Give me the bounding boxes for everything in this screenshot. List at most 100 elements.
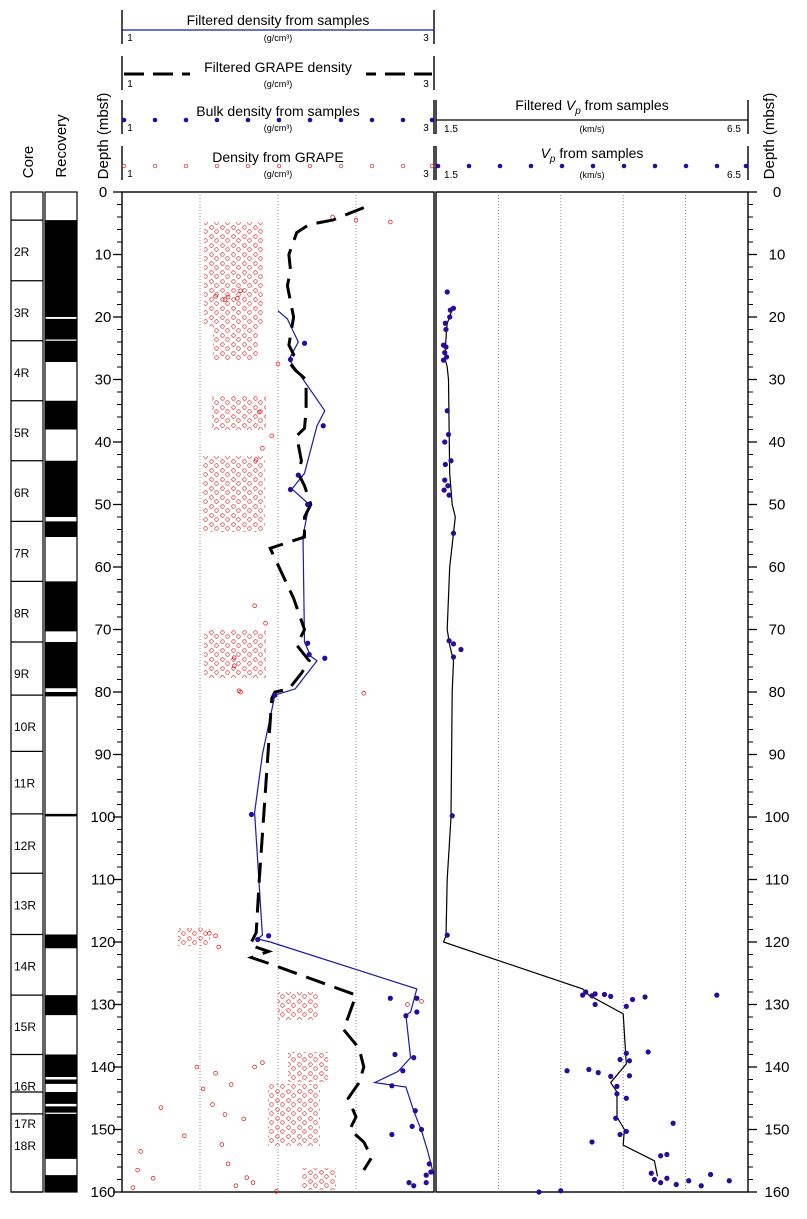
vp-sample-point — [447, 314, 453, 320]
depth-tick-label-right: 100 — [764, 809, 789, 826]
depth-tick-label-left: 70 — [95, 622, 112, 639]
vp-sample-point — [440, 357, 447, 363]
vp-sample-point — [648, 1170, 654, 1176]
vp-sample-point — [446, 492, 452, 498]
vp-sample-point — [445, 483, 451, 489]
depth-tick-label-right: 110 — [765, 872, 789, 889]
depth-axis-title-right: Depth (mbsf) — [761, 93, 778, 180]
density-sample-point — [320, 423, 326, 429]
core-label-3r: 3R — [14, 306, 30, 320]
density-sample-point — [255, 936, 261, 943]
vp-sample-point — [673, 1181, 679, 1188]
density-grape-point — [236, 688, 242, 693]
recovery-bar — [45, 521, 77, 537]
depth-tick-label-right: 90 — [769, 747, 786, 764]
density-grape-point — [330, 214, 335, 220]
depth-tick-label-left: 30 — [95, 372, 112, 389]
density-grape-point — [241, 1116, 246, 1122]
depth-tick-label-left: 90 — [95, 747, 112, 764]
recovery-bar — [45, 1054, 77, 1077]
depth-tick-label-left: 10 — [95, 247, 112, 264]
vp-sample-point — [442, 350, 448, 356]
depth-tick-label-left: 160 — [90, 1184, 115, 1201]
density-sample-point — [322, 655, 328, 661]
density-sample-point — [306, 651, 312, 658]
vp-sample-point — [442, 477, 448, 483]
vp-sample-point — [446, 638, 452, 644]
density-grape-point — [238, 288, 243, 294]
legend-filtered-vp-min: 1.5 — [444, 124, 458, 135]
core-label-13r: 13R — [14, 898, 36, 912]
core-column-frame — [10, 191, 44, 1193]
depth-tick-label-right: 80 — [769, 684, 786, 701]
density-sample-point — [428, 1169, 434, 1175]
depth-tick-label-left: 150 — [90, 1122, 115, 1139]
vp-sample-point — [564, 1068, 570, 1074]
legend-bulk-density-dots — [121, 117, 435, 123]
density-grape-point — [252, 1064, 257, 1070]
recovery-bar — [45, 318, 77, 340]
density-grape-point — [405, 1002, 410, 1007]
vp-sample-point — [664, 1175, 670, 1181]
vp-sample-point — [536, 1189, 542, 1195]
density-grape-point — [194, 1064, 200, 1070]
density-sample-point — [305, 501, 311, 508]
density-sample-point — [409, 1123, 415, 1129]
vp-sample-point — [726, 1178, 732, 1184]
density-sample-point — [392, 1051, 398, 1058]
depth-tick-label-left: 60 — [95, 559, 112, 576]
legend-vp-max: 6.5 — [727, 170, 741, 181]
recovery-bar — [45, 1175, 77, 1192]
vp-sample-point — [707, 1171, 714, 1178]
core-label-2r: 2R — [14, 245, 30, 259]
density-sample-point — [305, 640, 311, 646]
core-label-8r: 8R — [14, 606, 30, 620]
core-label-16r: 16R — [14, 1080, 36, 1094]
density-sample-point — [426, 1161, 432, 1167]
density-sample-point — [423, 1180, 429, 1186]
legend-filtered-density: Filtered density from samples (g/cm³) 1 … — [121, 10, 435, 44]
core-label-5r: 5R — [14, 426, 30, 440]
density-grape-point — [263, 620, 268, 626]
density-grape-point — [252, 603, 257, 608]
density-grape-point — [269, 433, 275, 439]
vp-sample-point — [442, 320, 448, 326]
density-sample-point — [418, 1126, 425, 1133]
vp-sample-point — [443, 326, 449, 333]
vp-sample-point — [450, 654, 457, 660]
density-sample-point — [411, 1183, 417, 1189]
vp-sample-point — [617, 1056, 623, 1063]
recovery-bar — [45, 581, 77, 632]
density-sample-point — [287, 356, 294, 363]
density-grape-point — [158, 1105, 164, 1110]
legend-bulk-density-max: 3 — [423, 123, 429, 134]
vp-sample-point — [642, 994, 648, 1000]
legend-filtered-density-unit: (g/cm³) — [264, 33, 293, 43]
density-grape-point — [222, 1112, 228, 1117]
density-grape-point — [235, 296, 240, 301]
vp-sample-point — [658, 1180, 664, 1186]
vp-sample-point — [445, 431, 452, 438]
depth-tick-label-left: 40 — [95, 434, 112, 451]
depth-tick-label-right: 0 — [773, 184, 781, 201]
vp-sample-point — [714, 992, 720, 998]
depth-tick-label-right: 160 — [764, 1184, 789, 1201]
density-sample-point — [414, 995, 420, 1001]
vp-sample-point — [651, 1176, 658, 1183]
legend-grape-density-min: 1 — [127, 169, 133, 180]
legend-bulk-density: Bulk density from samples (g/cm³) 1 3 — [121, 100, 435, 134]
legend-filtered-vp-title: Filtered Vp from samples — [515, 97, 668, 117]
core-label-15r: 15R — [14, 1020, 36, 1034]
depth-tick-label-right: 20 — [769, 309, 786, 326]
density-grape-point — [225, 1161, 231, 1167]
legend-filtered-vp-unit: (km/s) — [580, 124, 605, 134]
vp-sample-point — [617, 1131, 623, 1138]
density-sample-point — [389, 1083, 395, 1089]
vp-sample-point — [444, 408, 450, 414]
depth-tick-label-left: 100 — [90, 809, 115, 826]
density-sample-point — [272, 692, 278, 698]
density-grape-point — [138, 1149, 143, 1154]
density-sample-point — [248, 811, 255, 818]
vp-sample-point — [623, 1003, 629, 1009]
depth-tick-label-left: 20 — [95, 309, 112, 326]
